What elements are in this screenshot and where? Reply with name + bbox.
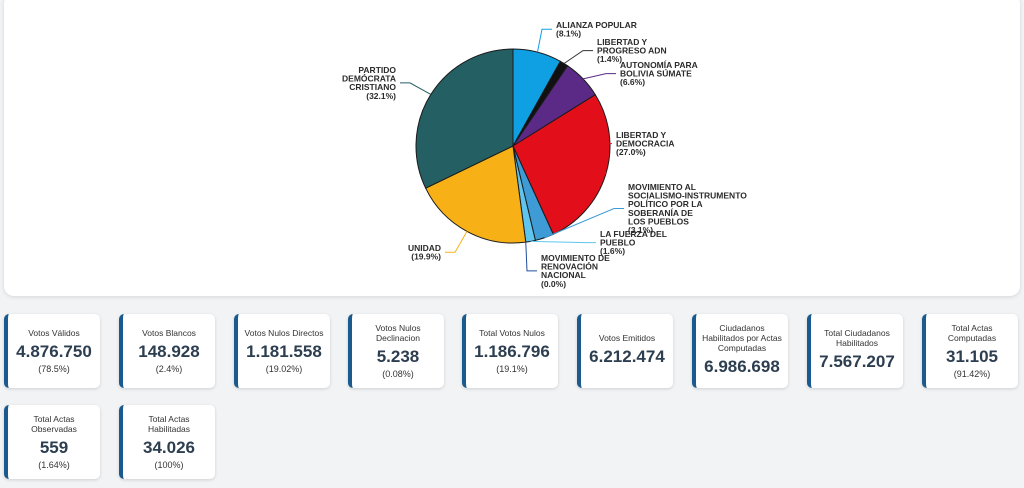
stat-percentage: (100%) [154,459,184,470]
stat-value: 559 [39,437,69,457]
stat-label: Total Votos Nulos [479,327,545,338]
leader-line-2 [563,50,593,64]
leader-line-8 [445,231,468,253]
slice-label-8: UNIDAD (19.9%) [408,243,441,262]
stat-label: Total Actas Computadas [947,322,997,343]
stat-card: Votos Nulos Declinacion 5.238 (0.08%) [348,314,444,388]
stat-value: 4.876.750 [16,341,92,361]
stat-label: Total Actas Observadas [31,413,77,434]
stat-card: Ciudadanos Habilitados por Actas Computa… [692,314,788,388]
stat-value: 6.986.698 [704,357,780,376]
leader-line-3 [582,73,616,80]
slice-label-7: MOVIMIENTO DE RENOVACIÓN NACIONAL (0.0%) [541,253,610,289]
stat-label: Ciudadanos Habilitados por Actas Computa… [702,323,782,353]
stat-value: 1.181.558 [246,341,322,361]
stat-value: 7.567.207 [819,352,895,371]
stat-card: Total Actas Computadas 31.105 (91.42%) [922,314,1018,388]
stat-percentage: (19.1%) [496,363,528,374]
stat-percentage: (0.08%) [382,368,414,379]
stat-label: Votos Válidos [28,327,80,338]
stat-card: Votos Emitidos 6.212.474 [577,314,673,388]
stat-card: Total Actas Habilitadas 34.026 (100%) [119,405,215,479]
slice-label-3: AUTONOMÍA PARA BOLIVIA SÚMATE (6.6%) [620,60,698,87]
stat-card: Votos Blancos 148.928 (2.4%) [119,314,215,388]
slice-label-2: LIBERTAD Y PROGRESO ADN (1.4%) [597,37,667,64]
stat-value: 5.238 [376,346,420,366]
stat-value: 6.212.474 [589,347,665,366]
pie-chart: ALIANZA POPULAR (8.1%)LIBERTAD Y PROGRESO … [342,20,747,289]
stat-label: Votos Blancos [142,327,196,338]
slice-label-9: PARTIDO DEMÓCRATA CRISTIANO (32.1%) [342,65,396,101]
leader-line-9 [400,82,432,95]
stat-card: Total Actas Observadas 559 (1.64%) [4,405,100,479]
leader-line-6 [530,240,596,244]
stat-card: Votos Nulos Directos 1.181.558 (19.02%) [234,314,330,388]
stat-label: Votos Emitidos [598,333,656,343]
stat-percentage: (1.64%) [38,459,70,470]
stat-label: Votos Nulos Declinacion [375,322,421,343]
stat-value: 1.186.796 [474,341,550,361]
stat-value: 34.026 [143,437,195,457]
slice-label-5: MOVIMIENTO AL SOCIALISMO-INSTRUMENTO POLÍT… [628,182,747,235]
slice-label-4: LIBERTAD Y DEMOCRACIA (27.0%) [616,130,675,157]
slice-label-1: ALIANZA POPULAR (8.1%) [556,20,637,39]
stat-label: Votos Nulos Directos [244,327,324,338]
leader-line-5 [544,208,624,239]
stat-percentage: (91.42%) [953,368,991,379]
stat-label: Total Actas Habilitadas [147,413,191,434]
stat-value: 31.105 [946,346,998,366]
leader-line-7 [525,242,537,272]
stat-percentage: (78.5%) [38,363,70,374]
stat-percentage: (19.02%) [265,363,303,374]
stat-card: Total Ciudadanos Habilitados 7.567.207 [807,314,903,388]
stat-percentage: (2.4%) [155,363,183,374]
leader-line-4 [601,143,612,175]
stat-label: Total Ciudadanos Habilitados [824,328,890,348]
stat-value: 148.928 [138,341,200,361]
stat-card: Votos Válidos 4.876.750 (78.5%) [4,314,100,388]
leader-line-1 [536,28,552,53]
slice-label-6: LA FUERZA DEL PUEBLO (1.6%) [600,229,667,256]
pie-slice-8[interactable] [424,145,527,244]
stat-card: Total Votos Nulos 1.186.796 (19.1%) [462,314,558,388]
